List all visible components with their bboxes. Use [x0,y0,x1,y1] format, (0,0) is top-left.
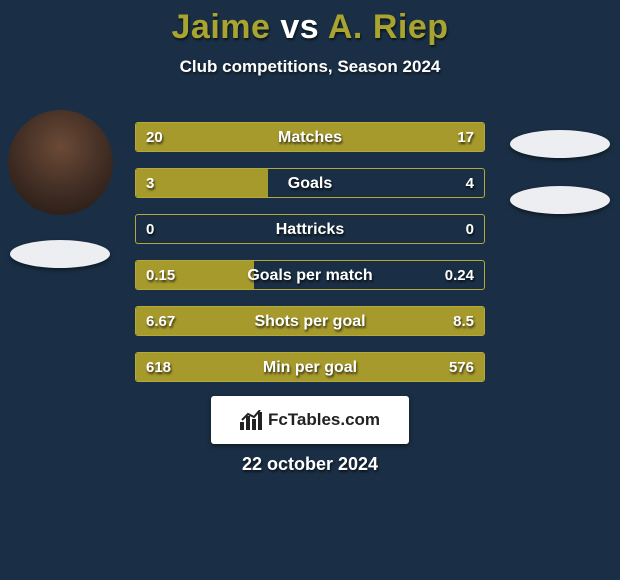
player2-column [500,110,620,214]
stat-label: Matches [136,123,484,151]
stat-row: 6.678.5Shots per goal [135,306,485,336]
stat-row: 618576Min per goal [135,352,485,382]
stat-label: Goals per match [136,261,484,289]
player2-flag-2 [510,186,610,214]
comparison-title: Jaime vs A. Riep [0,0,620,47]
branding-text: FcTables.com [268,410,380,430]
stat-label: Shots per goal [136,307,484,335]
player1-flag [10,240,110,268]
player2-flag-1 [510,130,610,158]
branding-badge: FcTables.com [211,396,409,444]
stat-row: 34Goals [135,168,485,198]
player1-column [0,110,120,268]
player1-name: Jaime [172,8,271,46]
stat-row: 00Hattricks [135,214,485,244]
stats-bars: 2017Matches 34Goals 00Hattricks 0.150.24Goa… [135,122,485,398]
player1-avatar [8,110,113,215]
stat-label: Min per goal [136,353,484,381]
player2-name: A. Riep [328,8,449,46]
stat-label: Hattricks [136,215,484,243]
vs-separator: vs [280,8,319,46]
branding-icon [240,410,262,430]
stat-row: 0.150.24Goals per match [135,260,485,290]
date-label: 22 october 2024 [0,454,620,475]
stat-row: 2017Matches [135,122,485,152]
stat-label: Goals [136,169,484,197]
subtitle: Club competitions, Season 2024 [0,57,620,77]
